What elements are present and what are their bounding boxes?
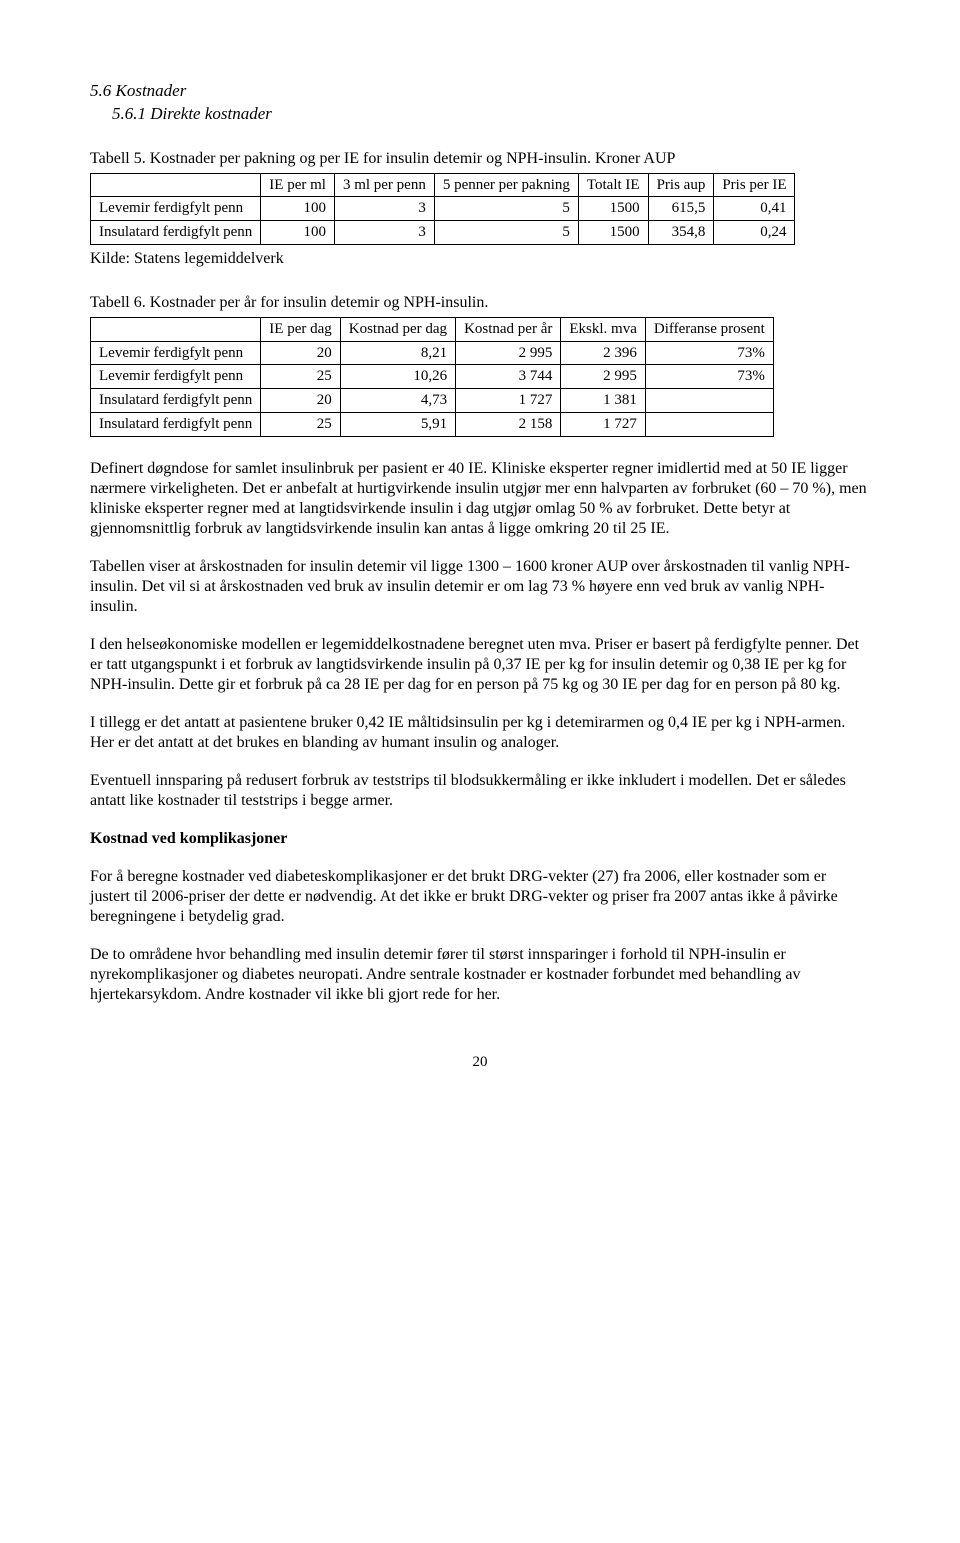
col-header bbox=[91, 317, 261, 341]
table-cell: 1 727 bbox=[561, 412, 646, 436]
table-cell: 1500 bbox=[578, 221, 648, 245]
table-5-source: Kilde: Statens legemiddelverk bbox=[90, 249, 870, 269]
col-header: Differanse prosent bbox=[645, 317, 773, 341]
table-6: IE per dag Kostnad per dag Kostnad per å… bbox=[90, 317, 774, 437]
table-cell: 1 727 bbox=[456, 389, 561, 413]
subheading-bold: Kostnad ved komplikasjoner bbox=[90, 829, 870, 849]
table-cell: 73% bbox=[645, 341, 773, 365]
body-paragraph: Eventuell innsparing på redusert forbruk… bbox=[90, 771, 870, 811]
row-label: Insulatard ferdigfylt penn bbox=[91, 412, 261, 436]
table-cell: 3 bbox=[334, 221, 434, 245]
row-label: Insulatard ferdigfylt penn bbox=[91, 389, 261, 413]
table-header-row: IE per dag Kostnad per dag Kostnad per å… bbox=[91, 317, 774, 341]
table-cell bbox=[645, 389, 773, 413]
table-cell: 2 158 bbox=[456, 412, 561, 436]
table-cell: 2 995 bbox=[561, 365, 646, 389]
col-header: Pris aup bbox=[648, 173, 714, 197]
table-cell: 0,41 bbox=[714, 197, 795, 221]
table-cell: 1 381 bbox=[561, 389, 646, 413]
table-cell: 5 bbox=[434, 221, 578, 245]
page-number: 20 bbox=[90, 1053, 870, 1072]
table-cell: 8,21 bbox=[340, 341, 455, 365]
table-cell: 3 744 bbox=[456, 365, 561, 389]
col-header: 5 penner per pakning bbox=[434, 173, 578, 197]
section-heading: 5.6 Kostnader bbox=[90, 80, 870, 101]
body-paragraph: De to områdene hvor behandling med insul… bbox=[90, 945, 870, 1005]
table-cell: 20 bbox=[261, 341, 340, 365]
table-row: Levemir ferdigfylt penn 20 8,21 2 995 2 … bbox=[91, 341, 774, 365]
table-row: Insulatard ferdigfylt penn 20 4,73 1 727… bbox=[91, 389, 774, 413]
table-cell bbox=[645, 412, 773, 436]
col-header bbox=[91, 173, 261, 197]
table-cell: 2 396 bbox=[561, 341, 646, 365]
table-cell: 10,26 bbox=[340, 365, 455, 389]
subsection-heading: 5.6.1 Direkte kostnader bbox=[112, 103, 870, 124]
table-row: Levemir ferdigfylt penn 100 3 5 1500 615… bbox=[91, 197, 795, 221]
body-paragraph: Tabellen viser at årskostnaden for insul… bbox=[90, 557, 870, 617]
body-paragraph: For å beregne kostnader ved diabeteskomp… bbox=[90, 867, 870, 927]
col-header: Pris per IE bbox=[714, 173, 795, 197]
table-cell: 3 bbox=[334, 197, 434, 221]
table-cell: 5 bbox=[434, 197, 578, 221]
table-row: Insulatard ferdigfylt penn 25 5,91 2 158… bbox=[91, 412, 774, 436]
col-header: Ekskl. mva bbox=[561, 317, 646, 341]
table-cell: 354,8 bbox=[648, 221, 714, 245]
col-header: IE per ml bbox=[261, 173, 335, 197]
table-cell: 1500 bbox=[578, 197, 648, 221]
table-5: IE per ml 3 ml per penn 5 penner per pak… bbox=[90, 173, 795, 245]
row-label: Levemir ferdigfylt penn bbox=[91, 341, 261, 365]
body-paragraph: I den helseøkonomiske modellen er legemi… bbox=[90, 635, 870, 695]
col-header: IE per dag bbox=[261, 317, 340, 341]
table-row: Insulatard ferdigfylt penn 100 3 5 1500 … bbox=[91, 221, 795, 245]
table-cell: 25 bbox=[261, 412, 340, 436]
table-cell: 25 bbox=[261, 365, 340, 389]
table-cell: 73% bbox=[645, 365, 773, 389]
table-cell: 2 995 bbox=[456, 341, 561, 365]
col-header: 3 ml per penn bbox=[334, 173, 434, 197]
col-header: Kostnad per dag bbox=[340, 317, 455, 341]
table-6-caption: Tabell 6. Kostnader per år for insulin d… bbox=[90, 293, 870, 313]
table-header-row: IE per ml 3 ml per penn 5 penner per pak… bbox=[91, 173, 795, 197]
table-cell: 20 bbox=[261, 389, 340, 413]
table-5-caption: Tabell 5. Kostnader per pakning og per I… bbox=[90, 149, 870, 169]
table-cell: 4,73 bbox=[340, 389, 455, 413]
table-cell: 0,24 bbox=[714, 221, 795, 245]
table-cell: 100 bbox=[261, 221, 335, 245]
body-paragraph: Definert døgndose for samlet insulinbruk… bbox=[90, 459, 870, 539]
row-label: Insulatard ferdigfylt penn bbox=[91, 221, 261, 245]
body-paragraph: I tillegg er det antatt at pasientene br… bbox=[90, 713, 870, 753]
row-label: Levemir ferdigfylt penn bbox=[91, 365, 261, 389]
table-row: Levemir ferdigfylt penn 25 10,26 3 744 2… bbox=[91, 365, 774, 389]
col-header: Totalt IE bbox=[578, 173, 648, 197]
table-cell: 615,5 bbox=[648, 197, 714, 221]
col-header: Kostnad per år bbox=[456, 317, 561, 341]
row-label: Levemir ferdigfylt penn bbox=[91, 197, 261, 221]
table-cell: 100 bbox=[261, 197, 335, 221]
table-cell: 5,91 bbox=[340, 412, 455, 436]
